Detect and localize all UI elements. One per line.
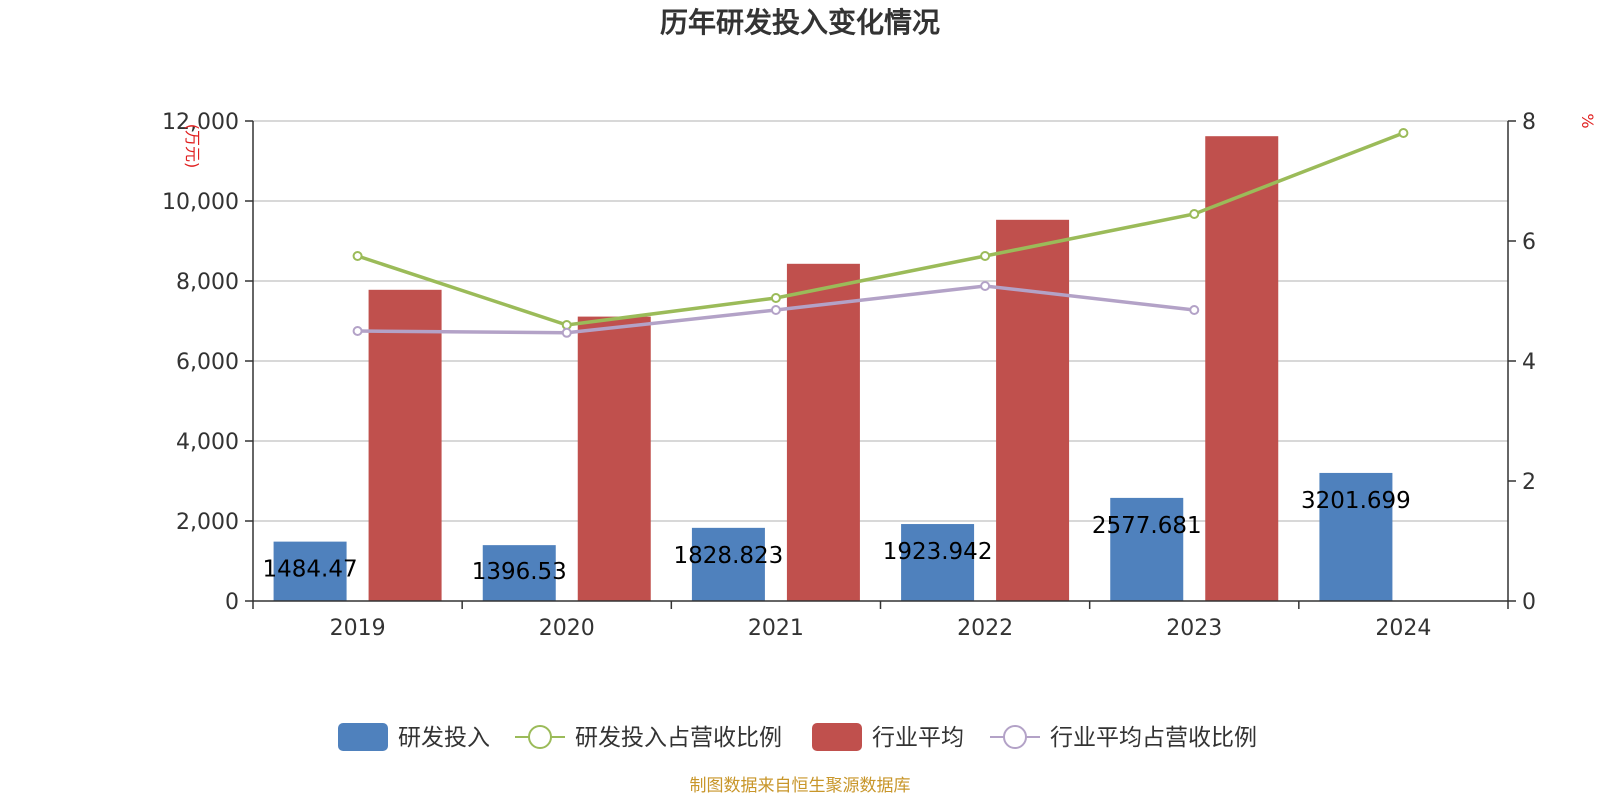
right-axis-tick-label: 6 [1522,230,1536,255]
chart-title: 历年研发投入变化情况 [660,6,940,39]
legend-label: 行业平均 [872,725,964,751]
x-axis-tick-label: 2020 [539,616,595,641]
line-point[interactable] [352,251,363,261]
data-labels: 1484.47 1396.53 1828.823 1923.942 2577.681 32… [263,488,1411,585]
x-axis-tick-label: 2019 [330,616,386,641]
right-axis-tick-label: 8 [1522,110,1536,135]
grid-lines [253,120,1508,522]
legend-item[interactable]: 行业平均 [812,723,964,751]
left-axis-unit: (万元) [183,124,202,169]
legend-label: 研发投入占营收比例 [575,725,782,751]
bar-industry-average[interactable] [786,263,860,601]
bar-rd-investment[interactable] [482,545,556,601]
x-axis-tick-label: 2024 [1375,616,1431,641]
line-point[interactable] [980,281,991,291]
legend-label: 行业平均占营收比例 [1050,725,1257,751]
bar-rd-investment[interactable] [901,524,975,601]
right-axis-unit: % [1578,113,1597,128]
bar-data-label: 2577.681 [1092,513,1202,539]
line-point[interactable] [561,327,572,338]
left-axis-tick-label: 8,000 [176,270,239,295]
legend-swatch [812,723,862,751]
bar-industry-average[interactable] [577,316,651,601]
lines [352,128,1409,338]
x-axis-tick-label: 2023 [1166,616,1222,641]
right-axis-tick-label: 4 [1522,350,1536,375]
bar-data-label: 1484.47 [263,557,358,583]
line-point[interactable] [1189,305,1200,315]
left-axis-tick-label: 2,000 [176,510,239,535]
bar-rd-investment[interactable] [1319,472,1393,601]
line-point[interactable] [770,305,781,315]
right-axis-tick-label: 2 [1522,470,1536,495]
left-axis-tick-label: 12,000 [162,110,239,135]
left-axis-tick-label: 10,000 [162,190,239,215]
bar-industry-average[interactable] [996,219,1070,602]
source-text: 制图数据来自恒生聚源数据库 [690,776,911,796]
bar-data-label: 3201.699 [1301,488,1411,514]
line-point[interactable] [980,251,991,261]
axes: 0 2,000 4,000 6,000 8,000 10,000 12,000 0 2 4 6 8 (万… [162,110,1597,641]
x-axis-tick-label: 2021 [748,616,804,641]
legend-item[interactable]: 研发投入 [338,723,490,751]
bar-data-label: 1396.53 [472,559,567,585]
x-axis-tick-label: 2022 [957,616,1013,641]
line-point[interactable] [1398,128,1409,138]
legend-swatch-marker [528,725,552,749]
bar-data-label: 1828.823 [674,543,784,569]
bar-rd-investment[interactable] [691,527,765,601]
right-axis-tick-label: 0 [1522,590,1536,615]
left-axis-tick-label: 6,000 [176,350,239,375]
legend-swatch [338,723,388,751]
line-point[interactable] [1189,209,1200,219]
left-axis-tick-label: 4,000 [176,430,239,455]
bar-data-label: 1923.942 [883,539,993,565]
bar-industry-average[interactable] [1205,136,1279,601]
line-point[interactable] [770,293,781,303]
legend[interactable]: 研发投入 研发投入占营收比例 行业平均 行业平均占营收比例 [338,723,1257,751]
left-axis-tick-label: 0 [225,590,239,615]
bars [273,136,1393,602]
legend-item[interactable]: 研发投入占营收比例 [515,725,782,751]
series-line-rd-ratio [357,131,1405,327]
legend-swatch-marker [1003,725,1027,749]
bar-industry-average[interactable] [368,289,442,601]
bar-rd-investment[interactable] [1110,497,1184,601]
legend-label: 研发投入 [398,725,490,751]
line-point[interactable] [352,326,363,336]
bar-rd-investment[interactable] [273,541,347,601]
legend-item[interactable]: 行业平均占营收比例 [990,725,1257,751]
